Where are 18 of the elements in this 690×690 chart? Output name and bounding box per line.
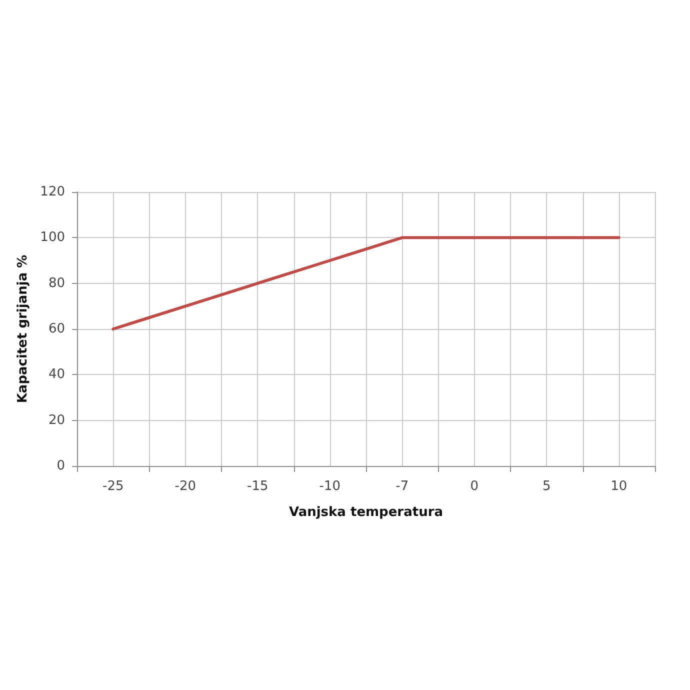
y-tick-label: 120 xyxy=(40,184,65,200)
line-series xyxy=(112,236,620,330)
y-tick-label: 40 xyxy=(48,367,65,382)
y-tick-label: 80 xyxy=(48,276,65,291)
x-tick-label: -15 xyxy=(247,479,268,494)
y-axis-title: Kapacitet grijanja % xyxy=(15,254,30,404)
y-tick-label: 100 xyxy=(40,230,65,246)
x-tick-label: -25 xyxy=(102,479,124,494)
y-tick-label: 20 xyxy=(48,412,65,428)
x-tick-label: -7 xyxy=(396,479,409,494)
x-tick-label: 10 xyxy=(610,479,628,494)
y-tick-label: 60 xyxy=(48,322,65,336)
x-tick-label: 0 xyxy=(470,479,479,494)
x-tick-label: 5 xyxy=(542,479,551,494)
x-tick-label: -10 xyxy=(319,479,340,494)
x-axis-title: Vanjska temperatura xyxy=(288,505,444,520)
y-tick-label: 0 xyxy=(56,458,65,474)
x-tick-label: -20 xyxy=(174,479,196,494)
